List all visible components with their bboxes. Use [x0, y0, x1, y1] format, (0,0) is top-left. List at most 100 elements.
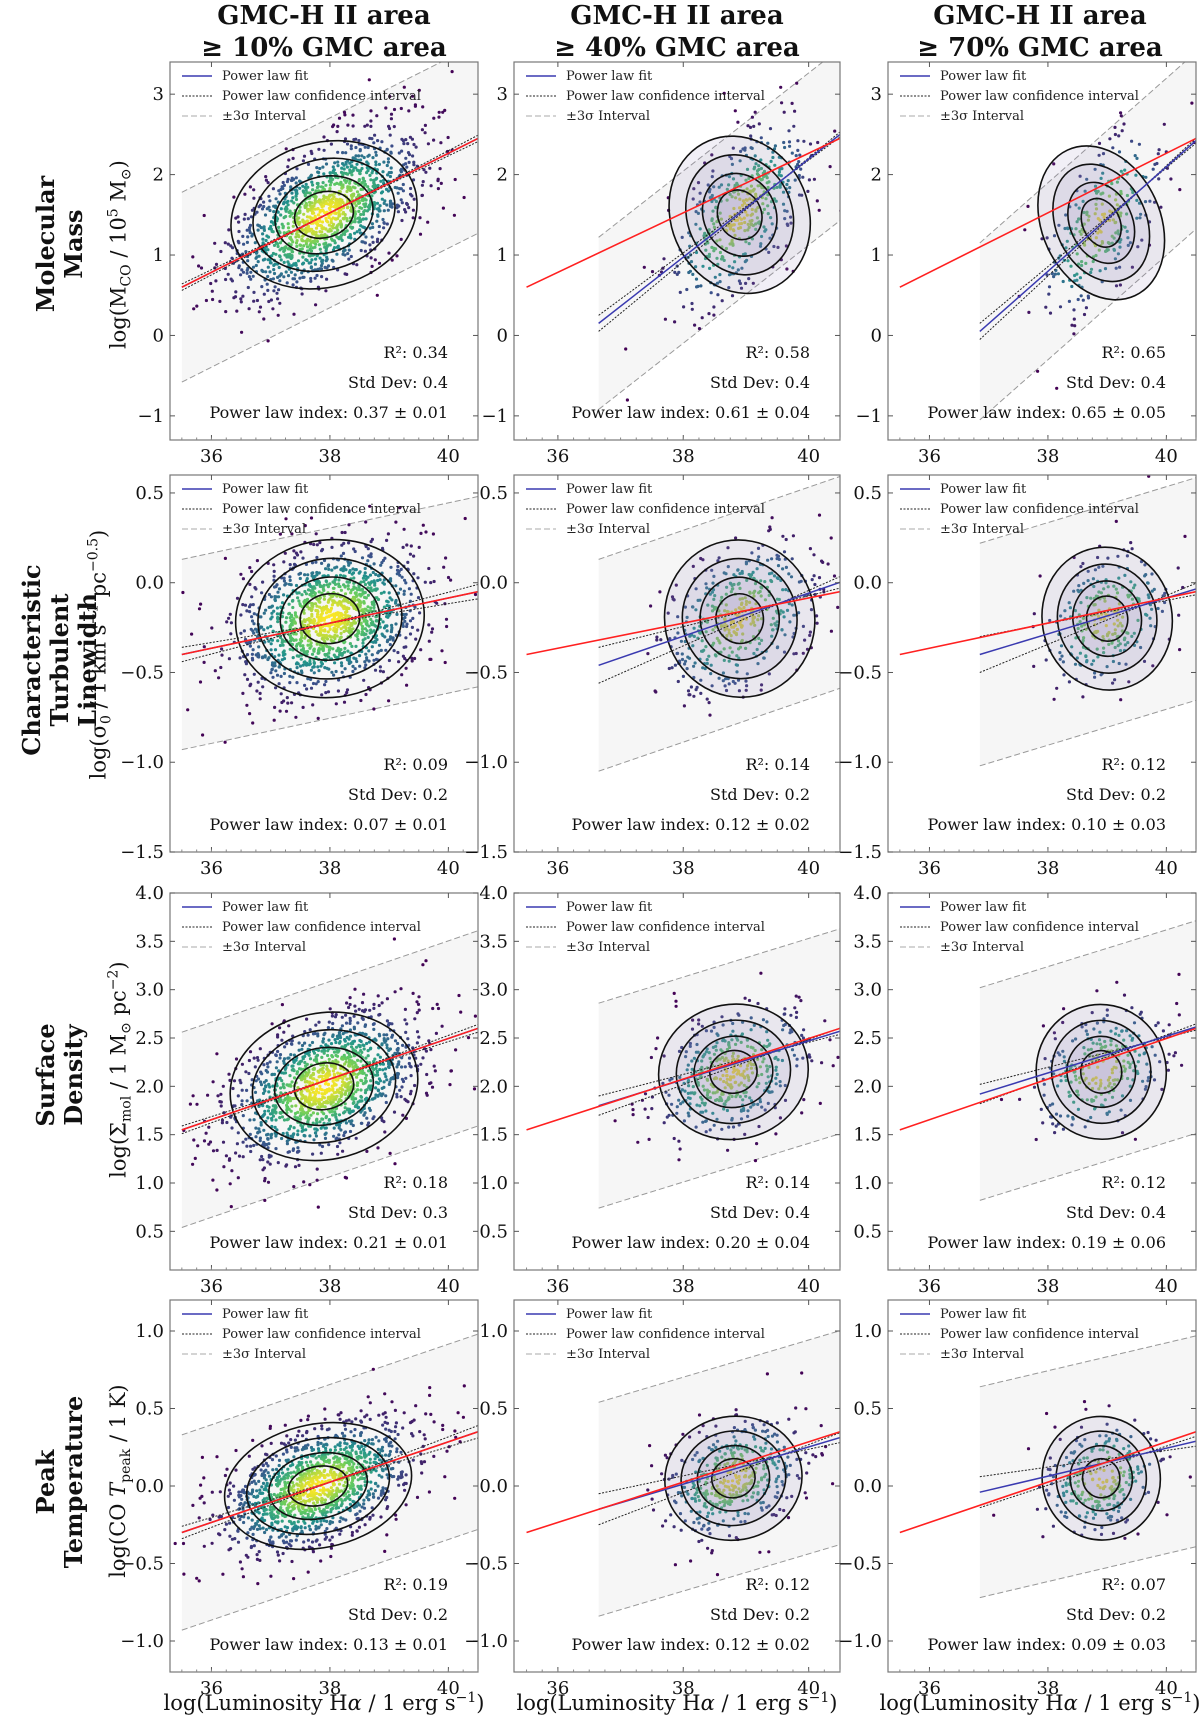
- data-point: [309, 173, 313, 177]
- data-point: [801, 651, 805, 655]
- data-point: [214, 262, 219, 266]
- data-point: [729, 621, 734, 625]
- data-point: [373, 583, 377, 587]
- data-point: [341, 249, 346, 253]
- data-point: [741, 632, 745, 636]
- data-point: [242, 242, 246, 246]
- data-point: [815, 199, 819, 203]
- data-point: [699, 556, 703, 561]
- data-point: [191, 255, 195, 259]
- data-point: [291, 605, 295, 610]
- data-point: [278, 192, 282, 196]
- data-point: [730, 162, 735, 166]
- data-point: [812, 177, 817, 181]
- data-point: [323, 683, 327, 687]
- data-point: [759, 585, 763, 589]
- data-point: [352, 547, 356, 551]
- data-point: [214, 279, 218, 283]
- data-point: [1091, 259, 1095, 264]
- data-point: [1177, 613, 1181, 617]
- data-point: [1128, 241, 1132, 245]
- data-point: [1119, 238, 1123, 242]
- data-point: [376, 578, 380, 583]
- data-point: [312, 665, 316, 669]
- data-point: [737, 581, 741, 586]
- confidence-interval-line: [181, 598, 478, 648]
- data-point: [370, 222, 374, 226]
- data-point: [271, 277, 275, 281]
- data-point: [358, 654, 362, 658]
- data-point: [748, 125, 753, 129]
- y-tick-label: 0.5: [853, 483, 882, 504]
- data-point: [382, 590, 386, 594]
- data-point: [1117, 134, 1121, 138]
- data-point: [797, 611, 801, 615]
- data-point: [307, 261, 311, 265]
- data-point: [289, 619, 293, 623]
- data-point: [293, 556, 297, 560]
- data-point: [1150, 607, 1154, 611]
- data-point: [285, 696, 289, 700]
- data-point: [1085, 210, 1089, 214]
- data-point: [767, 180, 771, 184]
- data-point: [1101, 635, 1105, 639]
- data-point: [707, 252, 712, 256]
- data-point: [290, 701, 294, 705]
- data-point: [402, 589, 406, 593]
- data-point: [729, 634, 733, 638]
- data-point: [369, 606, 373, 610]
- data-point: [303, 573, 307, 577]
- data-point: [662, 257, 666, 261]
- data-point: [710, 199, 714, 204]
- data-point: [764, 174, 768, 178]
- sigma-upper-line: [181, 62, 443, 193]
- data-point: [752, 651, 756, 656]
- data-point: [272, 609, 276, 613]
- data-point: [412, 142, 416, 147]
- data-point: [775, 185, 779, 189]
- data-point: [1169, 177, 1173, 181]
- data-point: [301, 184, 305, 188]
- data-point: [310, 561, 315, 565]
- data-point: [702, 234, 706, 238]
- data-point: [1144, 573, 1148, 577]
- data-point: [334, 201, 338, 205]
- axes-frame: [513, 61, 841, 441]
- data-point: [379, 591, 383, 595]
- data-point: [768, 236, 772, 240]
- data-point: [308, 215, 312, 219]
- data-point: [382, 209, 386, 213]
- data-point: [755, 172, 760, 176]
- data-point: [404, 156, 408, 160]
- data-point: [341, 151, 345, 155]
- data-point: [339, 648, 343, 652]
- data-point: [295, 666, 299, 670]
- data-point: [394, 598, 398, 603]
- data-point: [270, 638, 274, 642]
- data-point: [324, 679, 328, 684]
- data-point: [1106, 556, 1110, 560]
- data-point: [310, 151, 314, 156]
- data-point: [282, 593, 286, 597]
- data-point: [372, 707, 376, 711]
- data-point: [333, 633, 337, 638]
- data-point: [320, 633, 324, 638]
- data-point: [305, 191, 309, 195]
- data-point: [1115, 180, 1119, 184]
- data-point: [316, 184, 320, 189]
- data-point: [250, 569, 254, 574]
- data-point: [679, 639, 684, 643]
- data-point: [740, 203, 745, 207]
- data-point: [326, 690, 331, 694]
- data-point: [698, 227, 702, 231]
- data-point: [243, 673, 247, 677]
- data-point: [763, 229, 767, 233]
- data-point: [271, 675, 275, 679]
- x-tick-label: 40: [1155, 858, 1178, 879]
- data-point: [1078, 620, 1082, 624]
- reference-fit-line: [899, 590, 1196, 656]
- data-point: [1073, 662, 1078, 666]
- axes-frame: [887, 61, 1197, 441]
- data-point: [309, 276, 313, 281]
- data-point: [1118, 265, 1122, 269]
